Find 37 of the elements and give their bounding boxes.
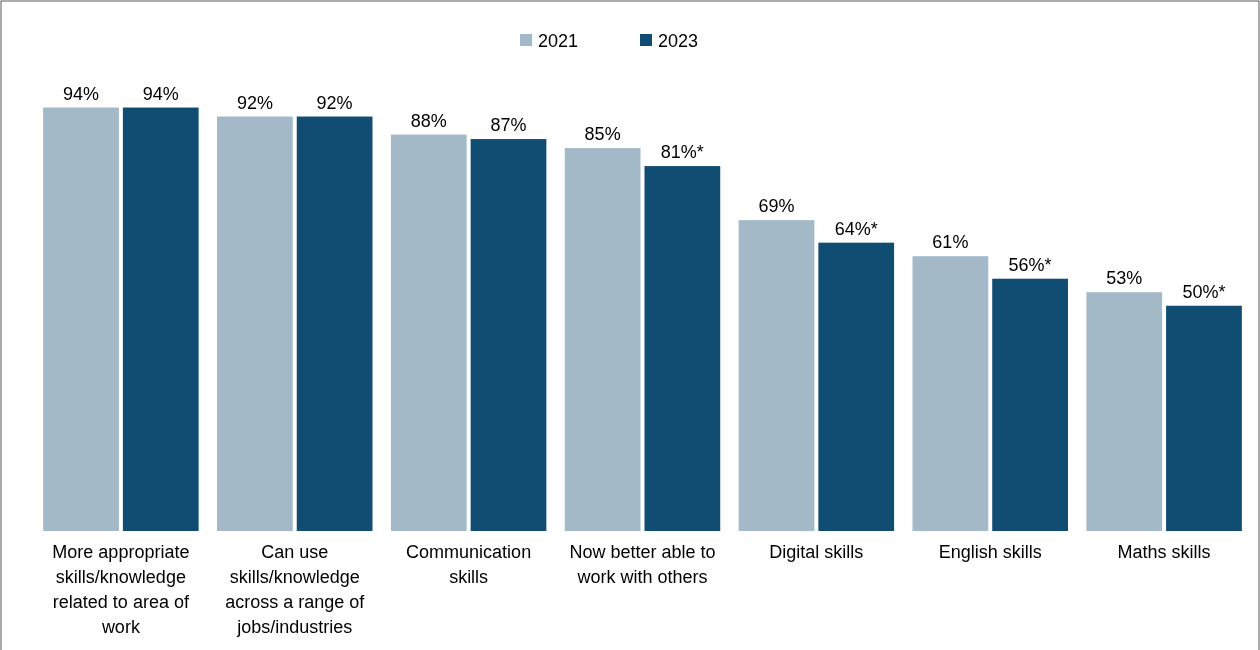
- data-label: 56%*: [1008, 254, 1052, 275]
- bar: [43, 107, 119, 531]
- bar: [912, 256, 989, 531]
- bar: [738, 220, 815, 531]
- data-label: 92%: [236, 92, 273, 113]
- bar: [992, 278, 1068, 531]
- data-label: 94%: [142, 83, 179, 104]
- data-label: 53%: [1106, 268, 1143, 289]
- data-label: 88%: [410, 110, 447, 131]
- bar: [217, 116, 293, 531]
- x-tick-label: Can use skills/knowledge across a range of jobs/industries: [225, 542, 366, 637]
- x-tick-label: Now better able to work with others: [569, 542, 716, 587]
- data-label: 50%*: [1182, 281, 1226, 302]
- data-label: 94%: [63, 83, 100, 104]
- data-label: 64%*: [834, 218, 878, 239]
- data-label: 92%: [316, 92, 353, 113]
- legend-label: 2023: [658, 31, 699, 51]
- bar: [470, 139, 547, 531]
- data-label: 69%: [758, 196, 795, 217]
- bar: [122, 107, 199, 531]
- x-tick-label: English skills: [938, 542, 1042, 562]
- x-tick-label: Digital skills: [769, 542, 864, 562]
- legend-label: 2021: [538, 31, 579, 51]
- bar: [644, 166, 721, 531]
- data-label: 81%*: [660, 142, 704, 163]
- bar: [390, 134, 467, 531]
- x-tick-label: Communication skills: [406, 542, 532, 587]
- bar: [818, 242, 895, 531]
- data-label: 85%: [584, 124, 621, 145]
- x-tick-label: More appropriate skills/knowledge related to area of work: [52, 542, 190, 637]
- x-tick-label: Maths skills: [1117, 542, 1211, 562]
- data-label: 61%: [932, 232, 969, 253]
- data-label: 87%: [490, 115, 527, 136]
- bar: [1086, 292, 1163, 531]
- bar: [296, 116, 373, 531]
- bar: [1166, 305, 1242, 531]
- bar: [564, 148, 641, 531]
